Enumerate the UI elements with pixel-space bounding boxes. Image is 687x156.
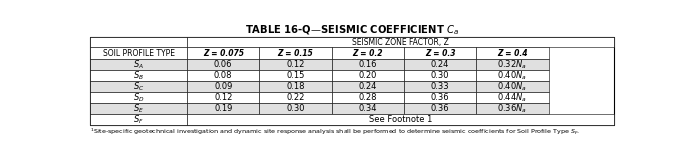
Text: 0.34: 0.34 — [359, 104, 377, 113]
Text: 0.06: 0.06 — [214, 60, 232, 69]
Bar — [260, 103, 332, 114]
Text: 0.09: 0.09 — [214, 82, 232, 91]
Text: $S_F$: $S_F$ — [133, 113, 144, 126]
Bar — [404, 70, 476, 81]
Bar — [187, 59, 260, 70]
Text: 0.36: 0.36 — [431, 93, 449, 102]
Text: SOIL PROFILE TYPE: SOIL PROFILE TYPE — [102, 49, 174, 58]
Bar — [260, 92, 332, 103]
Bar — [404, 47, 476, 59]
Bar — [332, 92, 404, 103]
Bar — [260, 81, 332, 92]
Bar — [404, 59, 476, 70]
Bar — [90, 37, 187, 47]
Bar — [332, 59, 404, 70]
Bar — [404, 81, 476, 92]
Bar — [476, 47, 548, 59]
Bar — [90, 47, 187, 59]
Bar — [90, 103, 187, 114]
Bar — [187, 114, 614, 125]
Bar — [476, 92, 548, 103]
Text: 0.12: 0.12 — [214, 93, 232, 102]
Text: 0.18: 0.18 — [286, 82, 305, 91]
Text: 0.24: 0.24 — [359, 82, 377, 91]
Text: 0.20: 0.20 — [359, 71, 377, 80]
Text: 0.24: 0.24 — [431, 60, 449, 69]
Text: 0.08: 0.08 — [214, 71, 232, 80]
Text: TABLE 16-Q—SEISMIC COEFFICIENT $C_a$: TABLE 16-Q—SEISMIC COEFFICIENT $C_a$ — [245, 23, 459, 37]
Bar — [476, 81, 548, 92]
Bar — [404, 92, 476, 103]
Bar — [260, 47, 332, 59]
Bar — [332, 70, 404, 81]
Bar — [187, 81, 260, 92]
Bar — [332, 81, 404, 92]
Text: 0.22: 0.22 — [286, 93, 305, 102]
Bar — [187, 47, 260, 59]
Text: $S_C$: $S_C$ — [133, 80, 144, 93]
Text: 0.19: 0.19 — [214, 104, 232, 113]
Text: 0.36$N_a$: 0.36$N_a$ — [497, 102, 528, 115]
Text: $^1$Site-specific geotechnical investigation and dynamic site response analysis : $^1$Site-specific geotechnical investiga… — [90, 126, 581, 136]
Bar — [260, 70, 332, 81]
Bar — [90, 114, 187, 125]
Text: $S_B$: $S_B$ — [133, 69, 144, 82]
Bar — [476, 59, 548, 70]
Bar — [476, 70, 548, 81]
Text: SEISMIC ZONE FACTOR, Z: SEISMIC ZONE FACTOR, Z — [352, 38, 449, 47]
Text: 0.44$N_a$: 0.44$N_a$ — [497, 91, 528, 104]
Text: $S_D$: $S_D$ — [133, 91, 144, 104]
Text: 0.40$N_a$: 0.40$N_a$ — [497, 69, 528, 82]
Bar — [332, 103, 404, 114]
Bar — [90, 81, 187, 92]
Bar — [332, 47, 404, 59]
Text: See Footnote 1: See Footnote 1 — [369, 115, 432, 124]
Text: 0.30: 0.30 — [431, 71, 449, 80]
Text: 0.36: 0.36 — [431, 104, 449, 113]
Text: 0.15: 0.15 — [286, 71, 305, 80]
Text: 0.33: 0.33 — [431, 82, 449, 91]
Bar — [90, 70, 187, 81]
Text: 0.32$N_a$: 0.32$N_a$ — [497, 58, 528, 71]
Bar — [90, 37, 614, 125]
Bar — [187, 37, 614, 47]
Bar — [187, 70, 260, 81]
Text: Z = 0.3: Z = 0.3 — [425, 49, 455, 58]
Bar — [187, 92, 260, 103]
Text: Z = 0.2: Z = 0.2 — [352, 49, 383, 58]
Text: 0.40$N_a$: 0.40$N_a$ — [497, 80, 528, 93]
Text: Z = 0.4: Z = 0.4 — [497, 49, 528, 58]
Text: 0.12: 0.12 — [286, 60, 305, 69]
Text: 0.30: 0.30 — [286, 104, 305, 113]
Text: $S_A$: $S_A$ — [133, 58, 144, 71]
Bar — [187, 103, 260, 114]
Bar — [404, 103, 476, 114]
Bar — [90, 92, 187, 103]
Bar — [476, 103, 548, 114]
Bar — [90, 59, 187, 70]
Text: $S_E$: $S_E$ — [133, 102, 144, 115]
Bar — [260, 59, 332, 70]
Text: Z = 0.15: Z = 0.15 — [278, 49, 313, 58]
Text: 0.16: 0.16 — [359, 60, 377, 69]
Text: Z = 0.075: Z = 0.075 — [203, 49, 244, 58]
Text: 0.28: 0.28 — [359, 93, 377, 102]
